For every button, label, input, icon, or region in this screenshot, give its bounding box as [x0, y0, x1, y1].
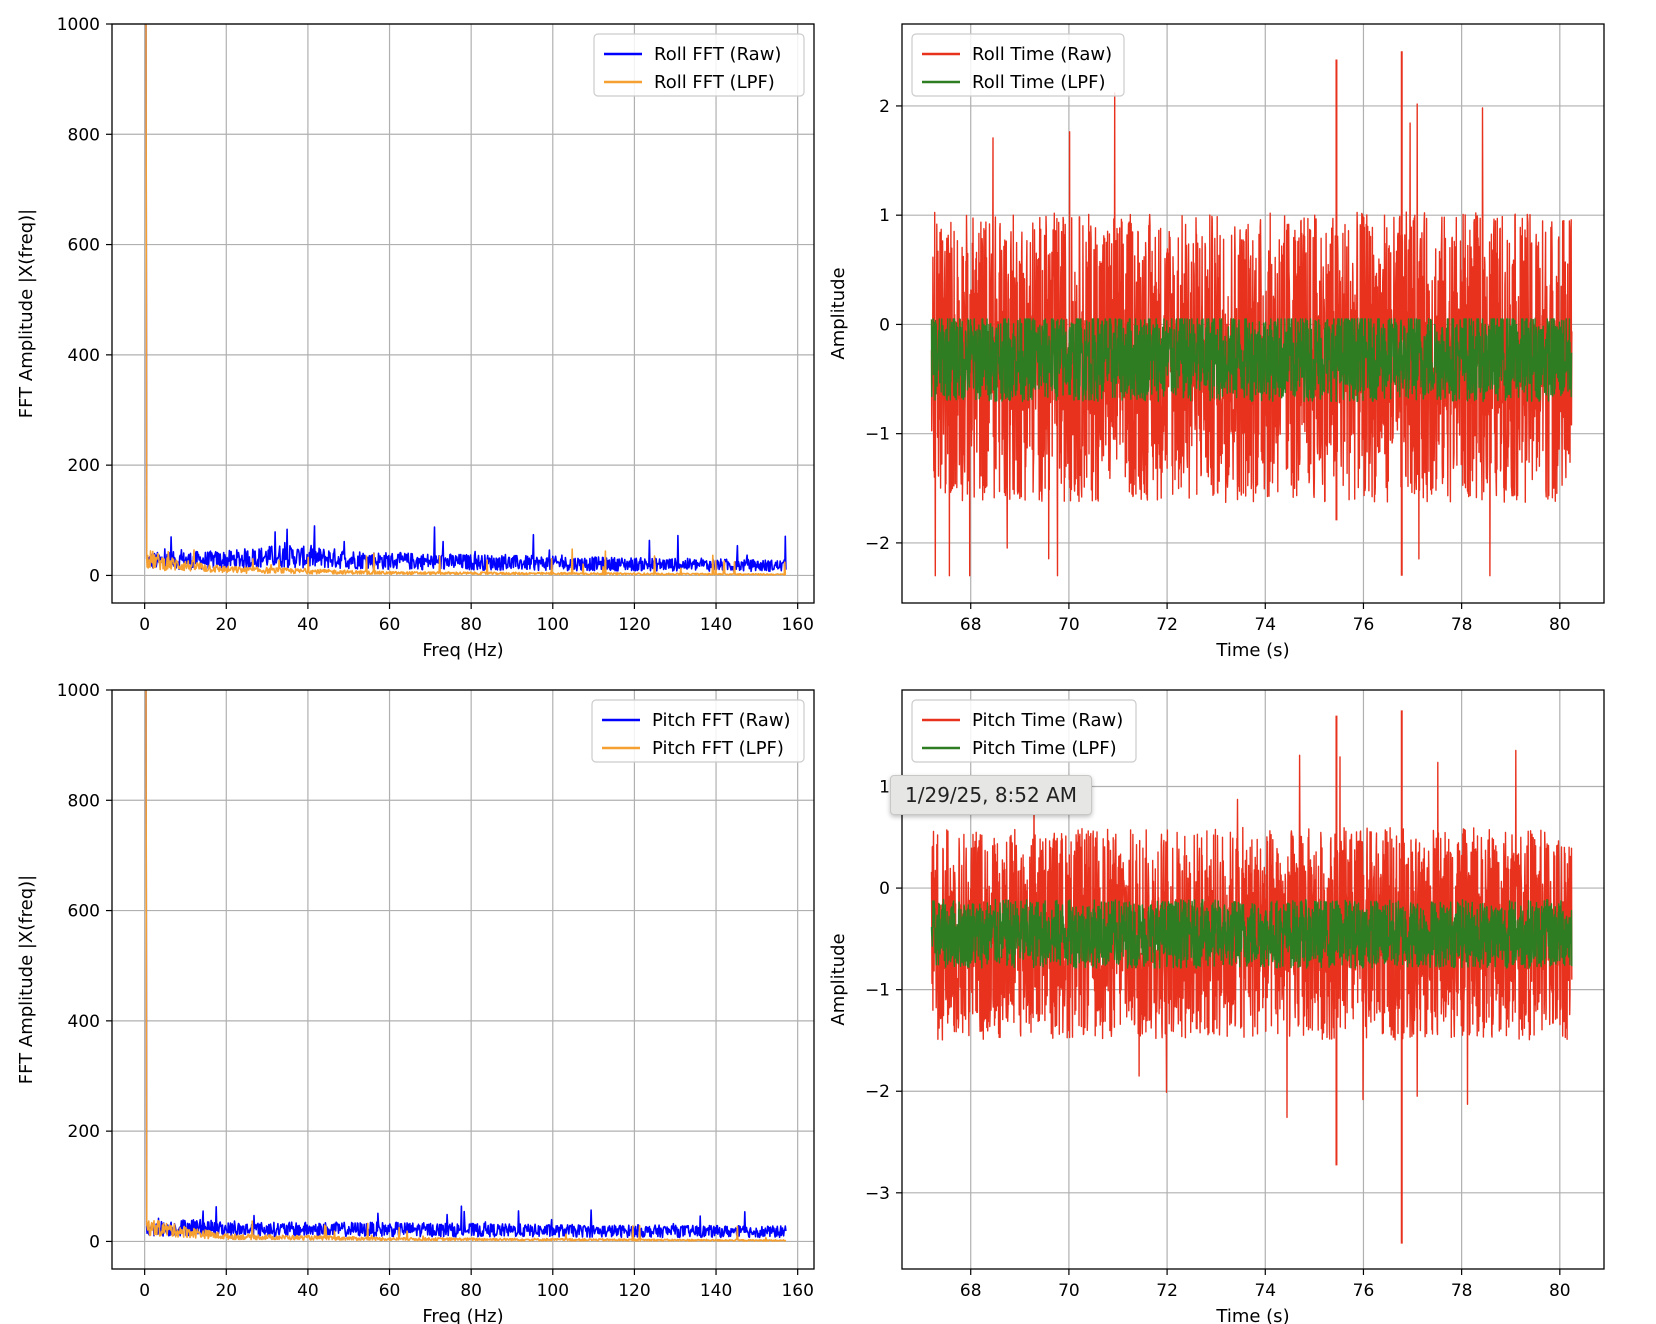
- y-axis-label: Amplitude: [828, 267, 849, 359]
- x-tick-label: 76: [1353, 615, 1375, 635]
- y-tick-label: 600: [68, 236, 100, 256]
- plot-data: [930, 710, 1573, 1244]
- legend-box: [911, 699, 1137, 763]
- x-tick-label: 76: [1353, 1281, 1375, 1301]
- x-tick-label: 80: [460, 1281, 482, 1301]
- y-tick-label: 1000: [57, 15, 100, 35]
- axes-frame: [901, 23, 1605, 604]
- plot-data: [930, 51, 1573, 577]
- x-tick-label: 120: [618, 1281, 650, 1301]
- x-tick-label: 40: [297, 615, 319, 635]
- x-tick-label: 140: [700, 615, 732, 635]
- legend-label: Roll FFT (Raw): [654, 44, 781, 65]
- y-tick-label: 200: [68, 456, 100, 476]
- y-tick-label: −1: [865, 425, 890, 445]
- y-tick-label: 0: [879, 879, 890, 899]
- x-tick-label: 20: [215, 615, 237, 635]
- y-tick-label: 0: [89, 566, 100, 586]
- series-line-1: [145, 690, 787, 1239]
- y-tick-label: −3: [865, 1184, 890, 1204]
- chart-3: 0 20 40 60 80 100 120 140 160 0 200 400 600 800 1000 Fr…: [16, 681, 815, 1324]
- y-axis-label: FFT Amplitude |X(freq)|: [16, 209, 37, 418]
- y-tick-label: 400: [68, 346, 100, 366]
- timestamp-tooltip: 1/29/25, 8:52 AM: [890, 775, 1093, 815]
- x-tick-label: 160: [781, 1281, 813, 1301]
- x-tick-label: 160: [781, 615, 813, 635]
- x-tick-label: 100: [537, 615, 569, 635]
- x-tick-label: 120: [618, 615, 650, 635]
- x-tick-label: 68: [960, 1281, 982, 1301]
- x-axis-label: Freq (Hz): [422, 1306, 503, 1324]
- x-tick-label: 0: [139, 1281, 150, 1301]
- legend: Roll FFT (Raw) Roll FFT (LPF): [593, 33, 805, 97]
- legend: Pitch Time (Raw) Pitch Time (LPF): [911, 699, 1137, 763]
- x-tick-label: 40: [297, 1281, 319, 1301]
- x-tick-label: 100: [537, 1281, 569, 1301]
- x-tick-label: 60: [379, 1281, 401, 1301]
- x-tick-label: 78: [1451, 1281, 1473, 1301]
- y-tick-label: 800: [68, 125, 100, 145]
- y-tick-label: −2: [865, 1082, 890, 1102]
- x-tick-label: 78: [1451, 615, 1473, 635]
- legend: Roll Time (Raw) Roll Time (LPF): [911, 33, 1125, 97]
- x-tick-label: 72: [1156, 615, 1178, 635]
- axes-frame: [111, 689, 815, 1270]
- y-axis-label: Amplitude: [828, 933, 849, 1025]
- series-line-2: [145, 690, 787, 1242]
- y-tick-label: −1: [865, 981, 890, 1001]
- series-line-1: [930, 749, 1573, 1119]
- x-tick-label: 70: [1058, 615, 1080, 635]
- x-tick-label: 0: [139, 615, 150, 635]
- x-tick-label: 80: [1549, 615, 1571, 635]
- series-line-2: [145, 24, 787, 576]
- legend-label: Pitch Time (Raw): [972, 710, 1123, 731]
- legend-box: [593, 33, 805, 97]
- legend-label: Pitch FFT (Raw): [652, 710, 791, 731]
- x-tick-label: 74: [1254, 615, 1276, 635]
- legend-label: Roll Time (LPF): [972, 72, 1106, 93]
- chart-2: 68 70 72 74 76 78 80 −2 −1 0 1 2 Time (s) Amplitude Ro…: [828, 23, 1605, 661]
- legend-box: [911, 33, 1125, 97]
- y-tick-label: 200: [68, 1122, 100, 1142]
- x-tick-label: 20: [215, 1281, 237, 1301]
- legend: Pitch FFT (Raw) Pitch FFT (LPF): [591, 699, 805, 763]
- x-tick-label: 80: [460, 615, 482, 635]
- y-tick-label: 0: [879, 315, 890, 335]
- axes-frame: [111, 23, 815, 604]
- axes-frame: [901, 689, 1605, 1270]
- y-axis-label: FFT Amplitude |X(freq)|: [16, 875, 37, 1084]
- x-axis-label: Time (s): [1215, 640, 1289, 661]
- x-tick-label: 80: [1549, 1281, 1571, 1301]
- x-tick-label: 72: [1156, 1281, 1178, 1301]
- y-tick-label: 1000: [57, 681, 100, 701]
- series-line-2: [930, 898, 1573, 969]
- y-tick-label: 1: [879, 206, 890, 226]
- x-axis-label: Freq (Hz): [422, 640, 503, 661]
- y-tick-label: 1: [879, 778, 890, 798]
- plot-data: [145, 24, 787, 576]
- x-tick-label: 140: [700, 1281, 732, 1301]
- x-tick-label: 60: [379, 615, 401, 635]
- chart-1: 0 20 40 60 80 100 120 140 160 0 200 400 600 800 1000 Fr…: [16, 15, 815, 661]
- y-tick-label: 0: [89, 1232, 100, 1252]
- series-line-2: [930, 318, 1573, 403]
- x-axis-label: Time (s): [1215, 1306, 1289, 1324]
- legend-label: Roll Time (Raw): [972, 44, 1112, 65]
- x-tick-label: 68: [960, 615, 982, 635]
- x-tick-label: 70: [1058, 1281, 1080, 1301]
- legend-box: [591, 699, 805, 763]
- x-tick-label: 74: [1254, 1281, 1276, 1301]
- y-tick-label: 600: [68, 902, 100, 922]
- legend-label: Roll FFT (LPF): [654, 72, 775, 93]
- legend-label: Pitch FFT (LPF): [652, 738, 784, 759]
- plot-data: [145, 690, 787, 1242]
- y-tick-label: −2: [865, 534, 890, 554]
- y-tick-label: 800: [68, 791, 100, 811]
- y-tick-label: 400: [68, 1012, 100, 1032]
- y-tick-label: 2: [879, 97, 890, 117]
- legend-label: Pitch Time (LPF): [972, 738, 1117, 759]
